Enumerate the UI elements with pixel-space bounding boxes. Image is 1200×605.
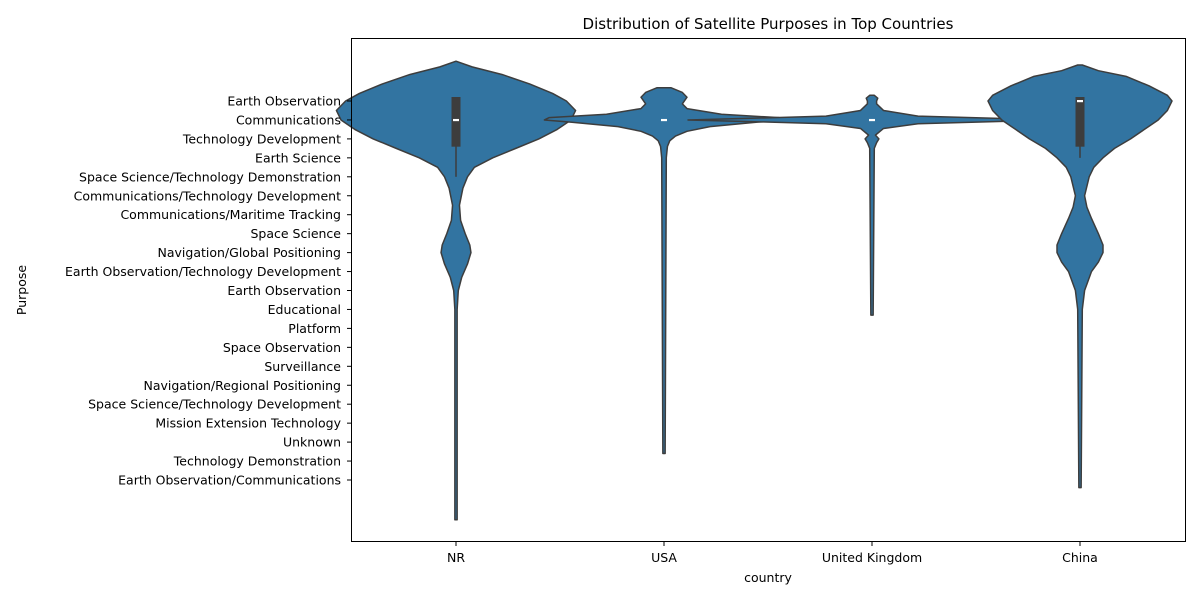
violin-group — [335, 60, 1173, 521]
median-marker-nr — [453, 118, 459, 122]
y-tick-label-unknown: Unknown — [283, 435, 341, 450]
y-axis-label: Purpose — [14, 265, 29, 315]
y-tick-label-communications-technology-development: Communications/Technology Development — [74, 188, 341, 203]
y-tick-label-space-observation: Space Observation — [223, 340, 341, 355]
y-axis: Earth Observation Communications Technolog… — [65, 94, 352, 488]
y-tick-label-earth-observation: Earth Observation — [227, 94, 341, 109]
median-marker-united-kingdom — [869, 118, 875, 122]
chart-title: Distribution of Satellite Purposes in To… — [583, 15, 954, 33]
x-tick-label-united-kingdom: United Kingdom — [822, 550, 922, 565]
x-tick-label-nr: NR — [447, 550, 465, 565]
violin-china — [987, 64, 1173, 489]
y-tick-label-space-science: Space Science — [250, 226, 341, 241]
y-tick-label-platform: Platform — [288, 321, 341, 336]
y-tick-label-navigation-global-positioning: Navigation/Global Positioning — [158, 245, 341, 260]
y-tick-label-space-science-technology-demonstration: Space Science/Technology Demonstration — [79, 169, 341, 184]
iqr-box-china — [1075, 97, 1085, 147]
x-tick-label-usa: USA — [651, 550, 677, 565]
y-tick-label-surveillance: Surveillance — [264, 359, 341, 374]
y-tick-label-technology-development: Technology Development — [182, 131, 341, 146]
y-tick-label-earth-observation-communications: Earth Observation/Communications — [118, 473, 341, 488]
y-tick-label-earth-observation: Earth Observation — [227, 283, 341, 298]
y-tick-label-mission-extension-technology: Mission Extension Technology — [155, 416, 341, 431]
y-tick-label-space-science-technology-development: Space Science/Technology Development — [88, 397, 341, 412]
y-tick-label-communications: Communications — [236, 112, 341, 127]
violin-united-kingdom — [687, 94, 1057, 316]
y-tick-label-navigation-regional-positioning: Navigation/Regional Positioning — [143, 378, 341, 393]
x-tick-label-china: China — [1062, 550, 1098, 565]
y-tick-label-educational: Educational — [268, 302, 341, 317]
violin-usa — [543, 86, 785, 455]
y-tick-label-communications-maritime-tracking: Communications/Maritime Tracking — [120, 207, 341, 222]
median-marker-china — [1077, 100, 1083, 103]
y-tick-label-earth-science: Earth Science — [255, 150, 341, 165]
x-axis-label: country — [744, 570, 792, 585]
x-axis: NR USA United Kingdom China — [447, 541, 1098, 565]
violin-nr — [335, 60, 577, 521]
iqr-box-nr — [451, 97, 461, 147]
y-tick-label-earth-observation-technology-development: Earth Observation/Technology Development — [65, 264, 341, 279]
y-tick-label-technology-demonstration: Technology Demonstration — [173, 454, 341, 469]
median-marker-usa — [661, 118, 667, 122]
